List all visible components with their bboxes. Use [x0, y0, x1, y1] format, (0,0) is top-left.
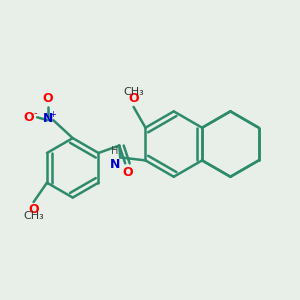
Text: H: H: [111, 146, 119, 156]
Text: O: O: [128, 92, 139, 105]
Text: O: O: [43, 92, 53, 105]
Text: CH₃: CH₃: [23, 211, 44, 221]
Text: O: O: [123, 166, 134, 179]
Text: O: O: [28, 203, 39, 216]
Text: +: +: [49, 110, 56, 119]
Text: -: -: [34, 108, 37, 118]
Text: N: N: [110, 158, 120, 171]
Text: O: O: [23, 111, 34, 124]
Text: CH₃: CH₃: [123, 87, 144, 98]
Text: N: N: [43, 112, 53, 125]
